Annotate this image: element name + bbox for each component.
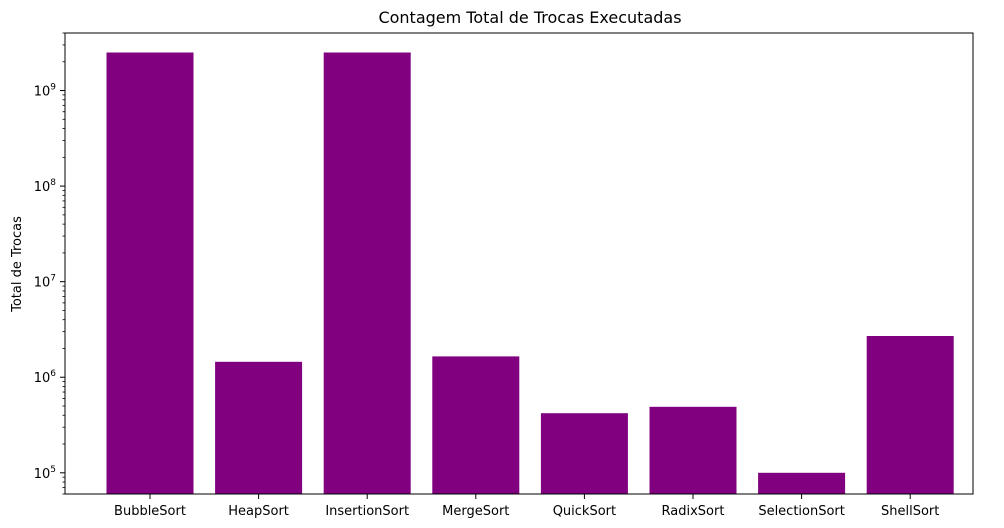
x-tick-label-heapsort: HeapSort: [228, 504, 289, 519]
x-tick-label-mergesort: MergeSort: [442, 504, 509, 519]
y-axis: 105 106 107 108 109: [34, 32, 65, 495]
chart-title: Contagem Total de Trocas Executadas: [378, 8, 681, 27]
x-tick-label-quicksort: QuickSort: [553, 504, 616, 519]
plot-frame: [64, 32, 974, 495]
bars-group: [106, 52, 954, 494]
bar-quicksort: [540, 413, 628, 494]
y-tick-label: 108: [34, 178, 57, 195]
bar-radixsort: [649, 406, 737, 494]
x-tick-label-selectionsort: SelectionSort: [758, 504, 845, 519]
y-tick-label: 105: [34, 465, 56, 482]
bar-mergesort: [432, 356, 520, 494]
bar-shellsort: [866, 336, 954, 494]
x-tick-label-insertionsort: InsertionSort: [325, 504, 409, 519]
x-tick-label-radixsort: RadixSort: [662, 504, 725, 519]
bar-selectionsort: [758, 472, 846, 494]
y-tick-label: 107: [34, 274, 56, 291]
y-axis-label: Total de Trocas: [10, 216, 25, 313]
y-tick-label: 109: [34, 83, 57, 100]
bar-insertionsort: [323, 52, 411, 494]
x-axis: BubbleSort HeapSort InsertionSort MergeSort…: [114, 494, 939, 519]
x-tick-label-bubblesort: BubbleSort: [114, 504, 186, 519]
x-tick-label-shellsort: ShellSort: [881, 504, 939, 519]
bar-bubblesort: [106, 52, 194, 494]
bar-heapsort: [215, 361, 303, 494]
y-tick-label: 106: [34, 369, 57, 386]
